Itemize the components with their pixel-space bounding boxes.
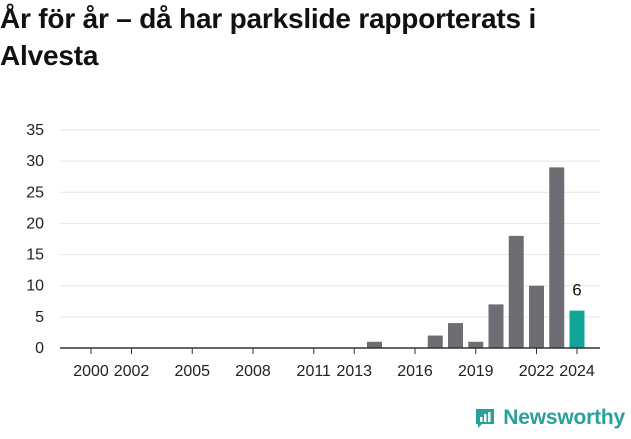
x-tick-label: 2011: [297, 363, 332, 380]
chart-title: År för år – då har parkslide rapporterat…: [0, 3, 537, 71]
brand-name: Newsworthy: [503, 406, 625, 429]
y-tick-label: 20: [26, 215, 44, 232]
y-tick-label: 30: [26, 153, 44, 170]
data-label-2024: 6: [572, 281, 581, 300]
y-tick-label: 25: [26, 184, 44, 201]
data-labels: 6: [572, 281, 581, 300]
x-tick-label: 2000: [73, 363, 109, 380]
bar-2014: [367, 341, 382, 348]
bar-2022: [529, 285, 544, 348]
bars: [367, 167, 585, 348]
y-axis-ticks: 0 5 10 15 20 25 30 35: [26, 122, 44, 357]
bar-2018: [448, 323, 463, 348]
x-tick-label: 2013: [336, 363, 372, 380]
x-tick-label: 2024: [559, 363, 595, 380]
x-tick-label: 2019: [458, 363, 494, 380]
y-tick-label: 15: [26, 247, 44, 264]
bar-2017: [427, 335, 443, 348]
bar-2024: [569, 310, 585, 348]
bar-2019: [468, 341, 484, 348]
y-tick-label: 0: [35, 340, 44, 357]
x-tick-label: 2008: [235, 363, 271, 380]
bar-2020: [488, 304, 504, 348]
x-tick-label: 2005: [174, 363, 210, 380]
y-tick-label: 10: [26, 278, 44, 295]
bar-2023: [549, 167, 565, 348]
x-tick-label: 2016: [397, 363, 433, 380]
y-tick-label: 35: [26, 122, 44, 139]
x-tick-label: 2002: [114, 363, 150, 380]
bar-2021: [508, 235, 524, 348]
newsworthy-logo: Newsworthy: [473, 403, 625, 433]
x-axis-ticks: 2000 2002 2005 2008 2011 2013 2016 2019 2022 2024: [73, 348, 595, 380]
newsworthy-icon: [476, 409, 495, 428]
y-tick-label: 5: [35, 309, 44, 326]
x-tick-label: 2022: [519, 363, 555, 380]
